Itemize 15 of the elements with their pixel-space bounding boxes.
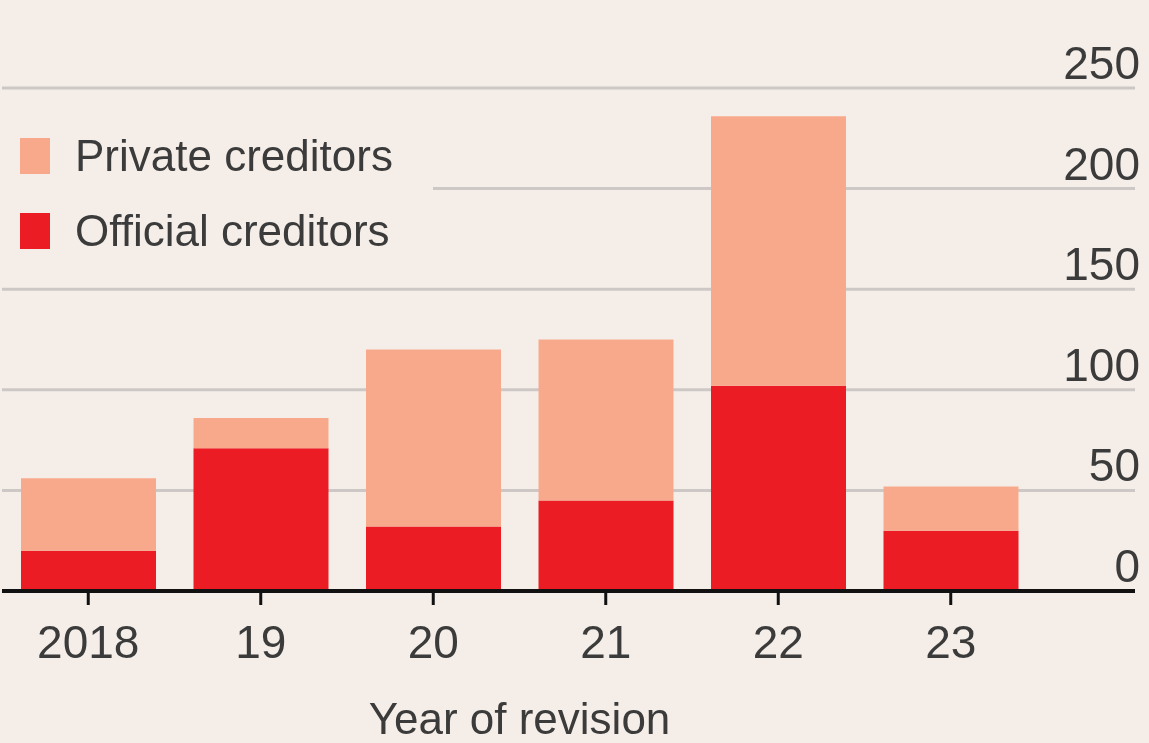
x-tick-label: 22: [752, 615, 804, 668]
y-tick-label: 200: [1063, 137, 1140, 190]
x-tick-label: 2018: [37, 615, 140, 668]
x-tick-label: 19: [235, 615, 287, 668]
x-axis-title: Year of revision: [368, 694, 671, 743]
legend-label: Official creditors: [75, 205, 390, 255]
y-tick-label: 50: [1088, 439, 1140, 492]
y-tick-label: 0: [1114, 540, 1140, 592]
y-tick-label: 250: [1063, 37, 1140, 89]
legend-label: Private creditors: [75, 130, 393, 180]
y-tick-label: 100: [1063, 338, 1140, 391]
x-tick-label: 21: [580, 615, 632, 668]
x-tick-label: 23: [925, 615, 977, 668]
y-tick-label: 150: [1063, 238, 1140, 291]
x-tick-label: 20: [407, 615, 459, 668]
